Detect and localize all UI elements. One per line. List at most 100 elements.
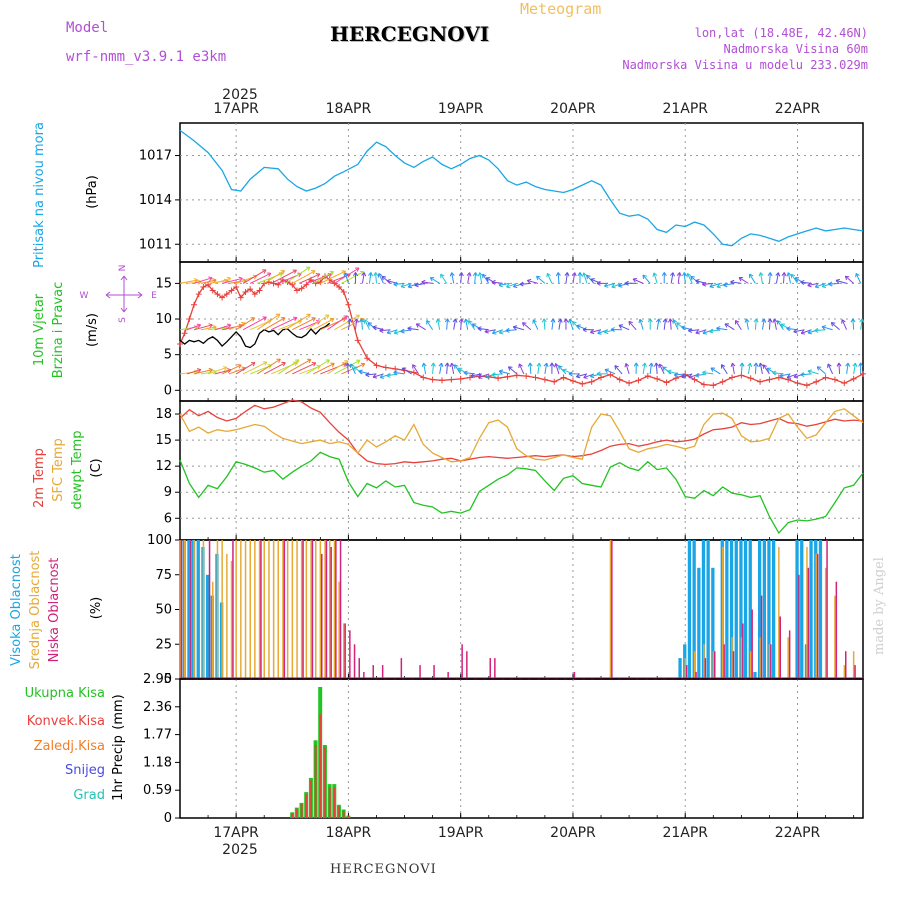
wind-arrow-head [379, 374, 385, 379]
clouds-bar [305, 540, 308, 679]
wind-arrow [731, 362, 735, 375]
wind-arrow-head [662, 318, 668, 323]
wind-arrow-head [753, 362, 759, 367]
clouds-bar [321, 553, 323, 679]
wind-arrow-head [633, 362, 639, 367]
wind-arrow-head [841, 319, 846, 324]
wind-arrow-head [250, 317, 256, 322]
wind-arrow-head [507, 366, 513, 371]
temp-title-2m: 2m Temp [32, 448, 47, 508]
wind-speed-point [579, 380, 586, 387]
precipitation-bar [300, 803, 303, 818]
precip-legend-item: Ukupna Kisa [25, 686, 105, 701]
wind-arrow [193, 369, 213, 375]
wind-arrow-head [400, 283, 406, 289]
clouds-bar [324, 540, 326, 679]
wind-arrow-head [686, 273, 692, 278]
clouds-bar [834, 595, 836, 679]
wind-speed-point [607, 371, 614, 378]
wind-arrow-head [347, 318, 353, 323]
wind-arrow [807, 370, 819, 375]
y-tick-label: 1.77 [143, 728, 172, 743]
wind-arrow-head [682, 272, 688, 277]
wind-arrow [465, 318, 469, 330]
precipitation-bar [324, 747, 326, 818]
wind-arrow-head [568, 318, 573, 324]
wind-arrow [590, 373, 602, 378]
y-tick-label: 18 [155, 407, 172, 422]
clouds-bar [260, 540, 262, 679]
top-day-label: 19APR [438, 101, 484, 117]
wind-arrow [830, 322, 840, 331]
wind-arrow [364, 319, 370, 330]
wind-arrow [347, 318, 351, 330]
wind-arrow [426, 320, 434, 330]
wind-arrow-head [498, 282, 503, 288]
wind-speed-point [293, 287, 300, 294]
wind-arrow [618, 324, 630, 331]
wind-arrow [200, 326, 217, 331]
wind-speed-point [233, 283, 240, 290]
wind-speed-point [710, 382, 717, 389]
wind-arrow-head [466, 272, 472, 277]
wind-arrow-head [294, 359, 300, 364]
precipitation-bar [347, 816, 350, 818]
wind-arrow-head [543, 362, 549, 367]
wind-arrow-head [353, 272, 358, 277]
temperature-panel: 6 9 12 15 18 [155, 399, 864, 541]
wind-series-line [179, 322, 331, 349]
wind-arrow [249, 272, 272, 284]
temp-title-dewpt: dewpt Temp [70, 430, 85, 509]
clouds-bar [704, 658, 707, 679]
wind-arrow [460, 318, 463, 330]
wind-arrow [569, 319, 574, 330]
wind-arrow-head [597, 330, 602, 335]
wind-arrow [451, 272, 455, 284]
wind-speed-point [195, 291, 202, 298]
wind-speed-point [289, 281, 296, 288]
clouds-bar [722, 547, 724, 679]
precipitation-bar [291, 813, 294, 818]
wind-arrow [773, 318, 777, 330]
wind-arrow-head [780, 323, 786, 328]
wind-arrow [793, 329, 805, 333]
y-tick-label: 1011 [139, 237, 172, 252]
clouds-bar [723, 644, 725, 680]
pressure-series-line [179, 129, 864, 247]
clouds-bar [190, 540, 192, 679]
y-tick-label: 50 [155, 603, 172, 618]
wind-arrow [313, 271, 334, 284]
wind-arrow-head [226, 276, 232, 282]
wind-arrow [313, 362, 335, 375]
wind-arrow-head [844, 275, 850, 281]
wind-arrow [292, 270, 316, 284]
top-year-label: 2025 [222, 87, 258, 103]
wind-arrow [604, 369, 616, 375]
wind-arrow [484, 329, 496, 333]
clouds-bar [296, 540, 298, 679]
clouds-bar [854, 665, 856, 679]
wind-arrow-head [377, 273, 383, 278]
y-tick-label: 0 [164, 672, 172, 687]
wind-speed-point [364, 355, 371, 362]
top-day-label: 21APR [662, 101, 708, 117]
wind-arrow [860, 318, 863, 330]
y-tick-label: 1014 [139, 193, 172, 208]
top-day-label: 22APR [775, 101, 821, 117]
wind-arrow [186, 324, 201, 331]
wind-arrow-head [477, 272, 483, 277]
wind-arrow-head [526, 278, 532, 284]
wind-arrow-head [647, 318, 653, 323]
wind-arrow-head [250, 362, 256, 367]
wind-arrow-head [358, 369, 363, 375]
clouds-bar [319, 540, 322, 679]
wind-arrow-head [590, 278, 595, 283]
top-day-label: 18APR [326, 101, 372, 117]
wind-speed-point [340, 288, 347, 295]
wind-speed-point [214, 291, 221, 298]
wind-arrow-head [196, 323, 202, 329]
clouds-bar [196, 540, 200, 679]
clouds-bar [739, 540, 743, 679]
temperature-frame [179, 400, 864, 541]
wind-arrow [235, 317, 255, 331]
